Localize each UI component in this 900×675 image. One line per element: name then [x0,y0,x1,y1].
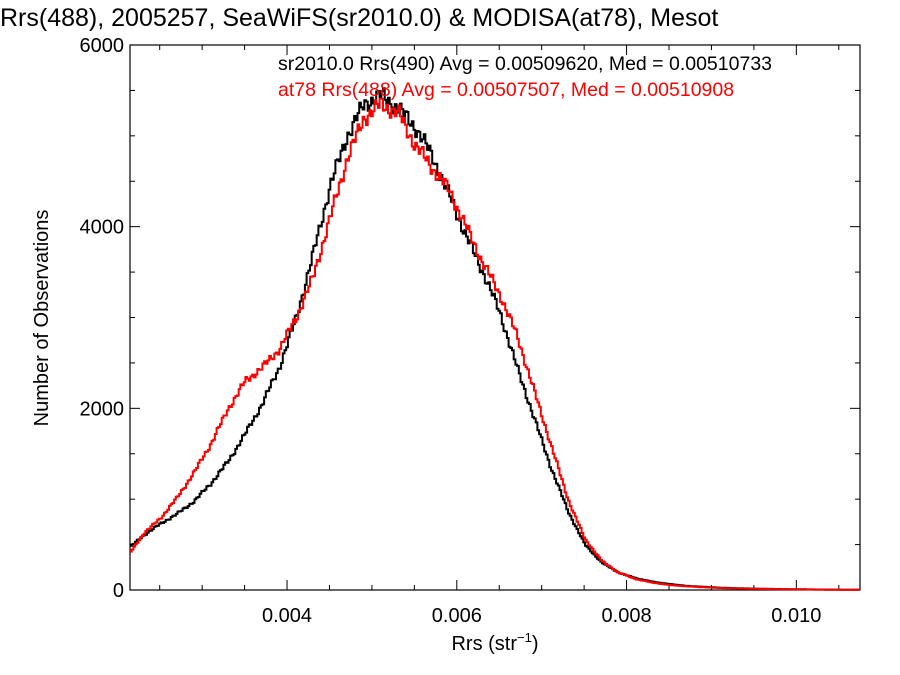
x-tick-label: 0.004 [262,605,312,627]
x-axis-label-tail: ) [532,633,539,655]
y-tick-label: 0 [113,580,124,602]
y-axis-label: Number of Observations [31,210,53,427]
y-tick-label: 6000 [80,35,125,57]
series-line-1 [130,97,860,591]
x-axis: 0.004 0.006 0.008 0.010 [159,45,840,627]
x-axis-label: Rrs (str−1) [451,630,538,655]
series-line-0 [130,87,860,591]
x-axis-label-main: Rrs (str [451,633,517,655]
x-tick-label: 0.006 [432,605,482,627]
x-tick-label: 0.010 [771,605,821,627]
plot-frame [129,44,861,591]
x-axis-label-superscript: −1 [517,630,532,645]
y-tick-label: 2000 [80,398,125,420]
chart-title: Rrs(488), 2005257, SeaWiFS(sr2010.0) & M… [0,4,718,32]
y-axis: 0 2000 4000 6000 [80,35,860,602]
x-tick-label: 0.008 [602,605,652,627]
y-tick-label: 4000 [80,217,125,239]
legend-entry-at78: at78 Rrs(488) Avg = 0.00507507, Med = 0.… [278,79,734,101]
plot-border [129,44,861,591]
legend-entry-sr2010: sr2010.0 Rrs(490) Avg = 0.00509620, Med … [278,53,772,75]
series-layer [130,87,860,591]
